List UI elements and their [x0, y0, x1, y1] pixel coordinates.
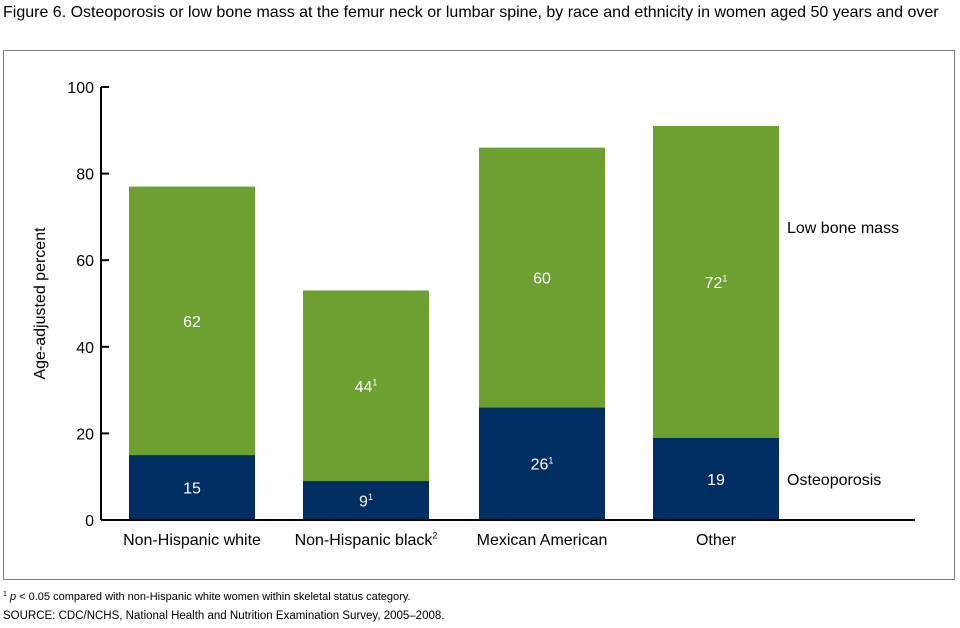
source-note: SOURCE: CDC/NCHS, National Health and Nu… [3, 610, 445, 622]
data-label-osteoporosis-1: 91 [359, 492, 373, 510]
y-tick-label-20: 20 [76, 426, 94, 443]
footnote-text: < 0.05 compared with non-Hispanic white … [16, 591, 411, 603]
figure-title: Figure 6. Osteoporosis or low bone mass … [3, 4, 939, 21]
chart-frame [3, 50, 955, 580]
legend-label-osteoporosis: Osteoporosis [787, 472, 881, 489]
bar-low-bone-mass-2 [479, 147, 605, 408]
x-tick-label-3: Other [696, 532, 737, 549]
y-axis-label: Age-adjusted percent [32, 227, 49, 380]
legend-label-low-bone-mass: Low bone mass [787, 220, 899, 237]
bar-low-bone-mass-0 [129, 186, 255, 456]
data-label-osteoporosis-2: 261 [531, 455, 554, 473]
data-label-osteoporosis-0: 15 [183, 481, 201, 498]
x-tick-label-0: Non-Hispanic white [123, 532, 261, 549]
data-label-osteoporosis-3: 19 [707, 472, 725, 489]
footnote-p: p [9, 591, 17, 603]
bar-osteoporosis-2 [479, 407, 605, 520]
footnote-mark: 1 [3, 591, 7, 598]
footnote: 1 p < 0.05 compared with non-Hispanic wh… [3, 588, 411, 604]
data-label-low-bone-mass-2: 60 [533, 271, 551, 288]
bar-osteoporosis-3 [653, 437, 779, 520]
data-label-low-bone-mass-3: 721 [705, 273, 728, 291]
data-label-low-bone-mass-1: 441 [355, 377, 378, 395]
y-tick-label-80: 80 [76, 167, 94, 184]
y-tick-label-40: 40 [76, 340, 94, 357]
bar-low-bone-mass-1 [303, 290, 429, 482]
y-tick-label-60: 60 [76, 253, 94, 270]
bar-osteoporosis-1 [303, 481, 429, 520]
x-tick-label-2: Mexican American [477, 532, 608, 549]
y-tick-label-100: 100 [67, 80, 94, 97]
y-tick-label-0: 0 [85, 513, 94, 530]
bar-low-bone-mass-3 [653, 125, 779, 438]
data-label-low-bone-mass-0: 62 [183, 314, 201, 331]
x-tick-label-1: Non-Hispanic black2 [295, 531, 438, 549]
bar-osteoporosis-0 [129, 455, 255, 520]
